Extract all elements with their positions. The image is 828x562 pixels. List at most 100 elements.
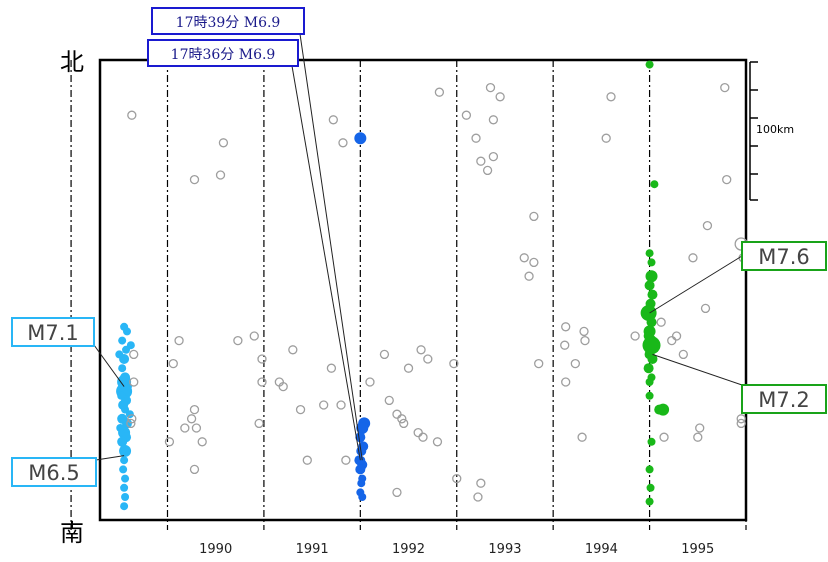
event-marker-1994 xyxy=(647,437,656,446)
background-event-marker xyxy=(461,110,472,120)
background-event-marker xyxy=(233,335,243,346)
background-event-marker xyxy=(254,418,264,429)
background-event-marker xyxy=(379,349,390,360)
background-event-marker xyxy=(561,322,571,332)
callout-label: 17時36分 M6.9 xyxy=(171,47,276,63)
callout-label: M7.2 xyxy=(758,388,810,412)
background-event-marker xyxy=(215,170,226,180)
callout-box xyxy=(11,317,95,347)
background-event-marker xyxy=(186,414,197,424)
x-tick-label: 1992 xyxy=(392,542,425,557)
background-event-marker xyxy=(218,138,229,148)
event-marker-1989 xyxy=(116,424,125,432)
scale-label: 100km xyxy=(756,123,794,136)
background-event-marker xyxy=(365,377,375,387)
background-event-marker xyxy=(397,414,407,424)
background-event-marker xyxy=(561,377,571,387)
event-marker-1994 xyxy=(644,280,655,291)
event-marker-1992 xyxy=(356,422,369,434)
background-event-marker xyxy=(403,363,414,373)
south-label: 南 xyxy=(60,519,84,547)
event-marker-1989 xyxy=(120,483,129,492)
event-marker-1989 xyxy=(118,364,127,373)
north-label: 北 xyxy=(60,48,84,76)
background-event-marker xyxy=(452,473,462,484)
background-event-marker xyxy=(449,358,459,369)
callout-leader-line xyxy=(299,33,363,461)
earthquake-markers xyxy=(115,60,748,511)
x-tick-label: 1995 xyxy=(681,542,714,557)
event-marker-1994 xyxy=(645,465,654,474)
event-marker-1989 xyxy=(122,327,131,336)
background-event-marker xyxy=(630,331,640,341)
background-event-marker xyxy=(413,427,423,438)
event-marker-1994 xyxy=(654,404,665,415)
event-marker-1994 xyxy=(645,391,654,400)
background-event-marker xyxy=(249,331,259,341)
background-event-marker xyxy=(126,418,136,429)
background-event-marker xyxy=(722,174,732,185)
callout-box xyxy=(11,457,97,487)
event-marker-1994 xyxy=(645,270,658,283)
background-event-marker xyxy=(434,87,445,97)
background-event-marker xyxy=(257,377,267,387)
background-event-marker xyxy=(288,345,298,355)
background-event-marker xyxy=(485,82,496,93)
background-event-marker xyxy=(473,492,483,502)
background-event-marker xyxy=(736,414,746,424)
event-marker-1989 xyxy=(119,445,132,457)
background-event-marker xyxy=(416,345,426,355)
event-marker-1994 xyxy=(647,289,658,300)
background-event-marker xyxy=(678,349,688,360)
event-marker-1989 xyxy=(118,336,127,345)
background-event-marker xyxy=(700,303,711,314)
x-tick-label: 1990 xyxy=(199,542,232,557)
background-event-marker xyxy=(580,335,590,346)
event-marker-1994 xyxy=(645,497,654,506)
event-marker-1989 xyxy=(125,410,134,419)
background-event-marker xyxy=(476,156,486,166)
callout-label: M7.6 xyxy=(758,245,810,269)
background-event-marker xyxy=(488,115,499,125)
background-event-marker xyxy=(257,354,267,364)
event-marker-1992 xyxy=(355,432,366,443)
callout-label: M7.1 xyxy=(27,321,79,345)
background-event-marker xyxy=(180,423,190,433)
event-marker-1989 xyxy=(121,493,130,501)
background-event-marker xyxy=(174,335,184,346)
background-event-marker xyxy=(495,92,505,102)
background-event-marker xyxy=(295,404,306,415)
background-event-marker xyxy=(168,358,178,369)
background-event-marker xyxy=(129,349,139,360)
event-marker-1994 xyxy=(650,180,659,189)
background-event-marker xyxy=(519,253,529,263)
year-gridlines xyxy=(70,60,747,530)
background-event-marker xyxy=(384,395,394,406)
event-marker-1994 xyxy=(647,354,658,364)
event-marker-1992 xyxy=(354,132,367,145)
event-marker-1992 xyxy=(357,456,366,465)
event-marker-1994 xyxy=(646,483,655,492)
x-tick-label: 1994 xyxy=(585,542,618,557)
background-event-marker xyxy=(127,110,137,120)
event-marker-1994 xyxy=(645,249,654,258)
background-event-marker xyxy=(529,257,539,268)
callout-box xyxy=(741,384,827,414)
background-event-marker xyxy=(534,358,544,369)
background-event-marker xyxy=(471,133,481,143)
event-marker-1994 xyxy=(640,305,657,321)
callout-leader-line xyxy=(652,353,743,386)
event-marker-1994 xyxy=(642,336,661,355)
background-event-marker xyxy=(392,487,402,498)
background-event-marker xyxy=(524,271,534,281)
event-marker-1989 xyxy=(119,465,128,474)
background-event-marker xyxy=(606,92,616,102)
event-marker-1994 xyxy=(643,332,652,340)
background-event-marker xyxy=(189,464,200,475)
event-marker-1992 xyxy=(357,479,366,488)
background-event-marker xyxy=(601,133,611,143)
background-event-marker xyxy=(579,326,589,337)
event-marker-1994 xyxy=(647,258,656,267)
background-event-marker xyxy=(129,377,139,387)
background-event-marker xyxy=(432,437,443,447)
